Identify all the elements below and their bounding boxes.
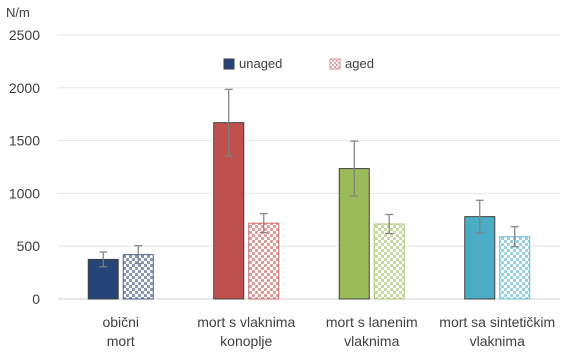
error-bar <box>224 88 233 157</box>
bars <box>87 122 531 300</box>
x-category-label: vlaknima <box>470 333 525 349</box>
y-tick-label: 500 <box>17 238 41 254</box>
x-category-label: mort sa sintetičkim <box>439 314 555 330</box>
error-bar <box>134 245 143 265</box>
x-category-label: konoplje <box>220 333 272 349</box>
y-tick-label: 0 <box>32 291 40 307</box>
x-category-label: vlaknima <box>344 333 399 349</box>
x-category-label: mort <box>107 333 135 349</box>
legend-label: unaged <box>239 56 282 71</box>
legend-swatch <box>329 58 341 70</box>
x-category-label: mort s lanenim <box>326 314 418 330</box>
y-axis: 0 500 1000 1500 2000 2500 <box>9 27 40 307</box>
y-unit-label: N/m <box>6 5 30 20</box>
x-axis: obični mort mort s vlaknima konoplje mort s … <box>102 314 555 349</box>
error-bar <box>99 251 108 268</box>
bar-aged <box>248 222 280 300</box>
legend-label: aged <box>345 56 374 71</box>
y-tick-label: 2000 <box>9 80 40 96</box>
y-tick-label: 1500 <box>9 133 40 149</box>
y-tick-label: 1000 <box>9 185 40 201</box>
error-bar <box>475 199 484 234</box>
error-bar <box>350 140 359 197</box>
error-bars <box>99 88 519 268</box>
legend-item-unaged: unaged <box>223 56 282 71</box>
y-tick-label: 2500 <box>9 27 40 43</box>
error-bar <box>385 213 394 235</box>
bar-aged <box>373 223 405 300</box>
legend: unaged aged <box>223 56 374 71</box>
error-bar <box>259 213 268 234</box>
x-category-label: obični <box>102 314 139 330</box>
error-bar <box>510 226 519 248</box>
legend-swatch <box>223 58 235 70</box>
x-category-label: mort s vlaknima <box>197 314 295 330</box>
legend-item-aged: aged <box>329 56 374 71</box>
